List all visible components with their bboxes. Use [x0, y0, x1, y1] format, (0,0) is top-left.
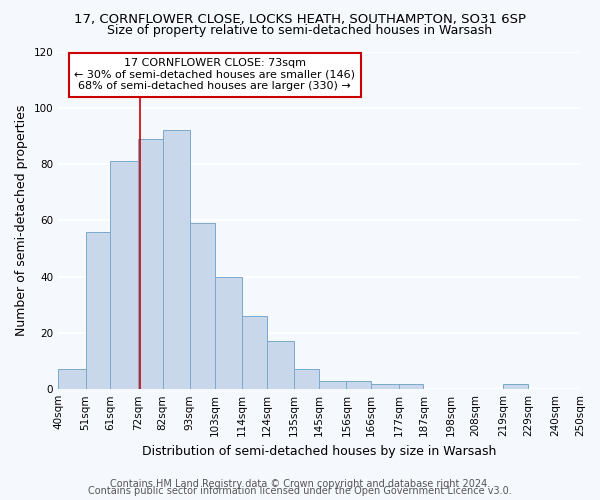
Bar — [163, 130, 190, 389]
Bar — [371, 384, 398, 389]
Bar — [319, 380, 346, 389]
Bar — [110, 161, 137, 389]
Bar — [215, 276, 242, 389]
Bar — [137, 138, 163, 389]
Bar — [267, 342, 294, 389]
Bar — [346, 380, 371, 389]
Bar — [190, 223, 215, 389]
Text: Size of property relative to semi-detached houses in Warsash: Size of property relative to semi-detach… — [107, 24, 493, 37]
Text: Contains public sector information licensed under the Open Government Licence v3: Contains public sector information licen… — [88, 486, 512, 496]
Bar — [294, 370, 319, 389]
Text: 17, CORNFLOWER CLOSE, LOCKS HEATH, SOUTHAMPTON, SO31 6SP: 17, CORNFLOWER CLOSE, LOCKS HEATH, SOUTH… — [74, 12, 526, 26]
Text: 17 CORNFLOWER CLOSE: 73sqm
← 30% of semi-detached houses are smaller (146)
68% o: 17 CORNFLOWER CLOSE: 73sqm ← 30% of semi… — [74, 58, 355, 92]
Bar — [242, 316, 267, 389]
X-axis label: Distribution of semi-detached houses by size in Warsash: Distribution of semi-detached houses by … — [142, 444, 496, 458]
Bar — [398, 384, 424, 389]
Y-axis label: Number of semi-detached properties: Number of semi-detached properties — [15, 104, 28, 336]
Bar — [86, 232, 110, 389]
Bar — [503, 384, 528, 389]
Bar — [58, 370, 86, 389]
Text: Contains HM Land Registry data © Crown copyright and database right 2024.: Contains HM Land Registry data © Crown c… — [110, 479, 490, 489]
